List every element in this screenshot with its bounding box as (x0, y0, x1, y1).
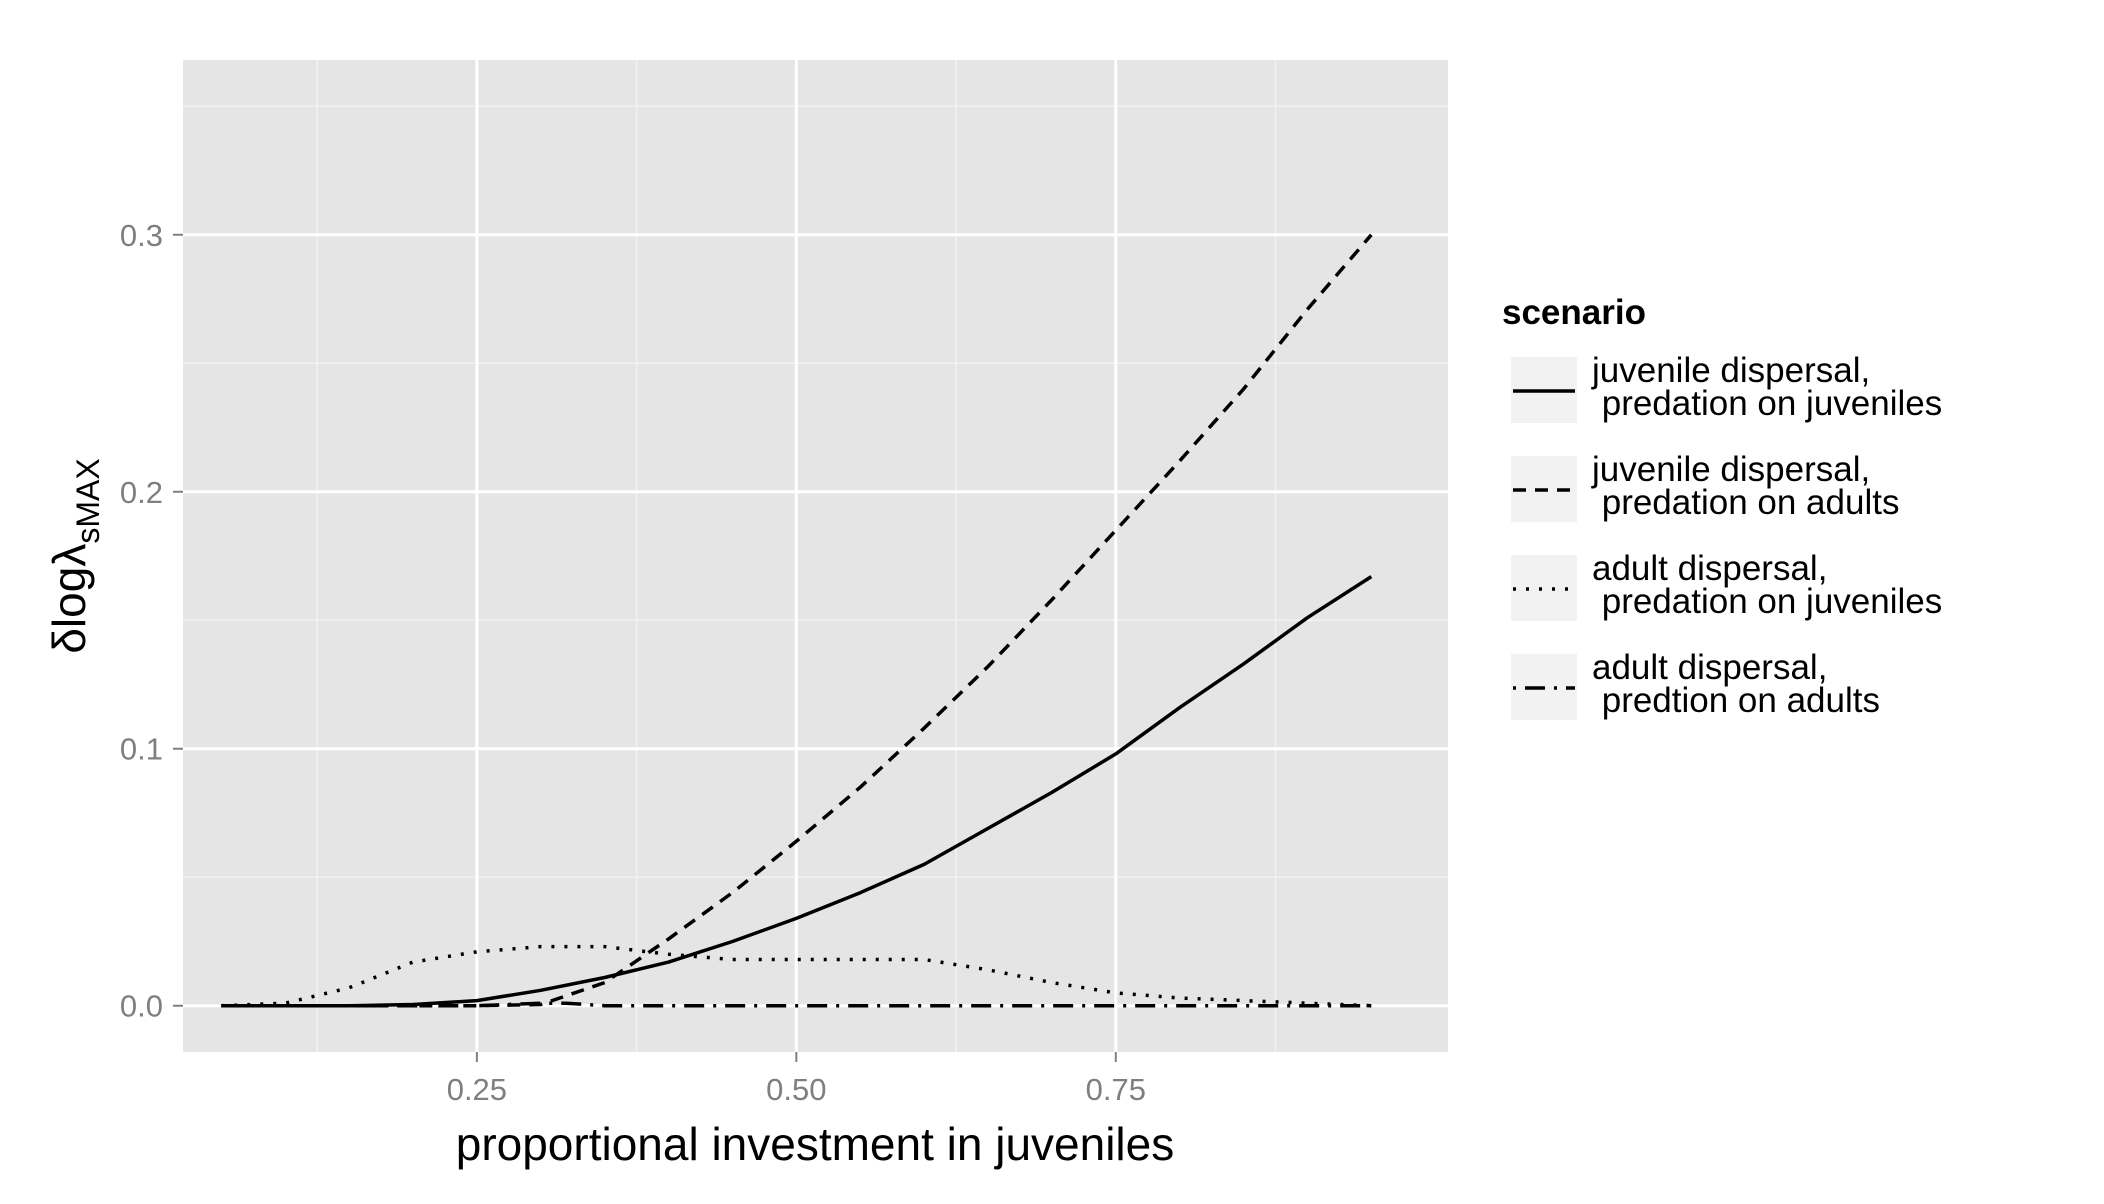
legend-label-line: adult dispersal, (1592, 648, 1827, 687)
y-axis: 0.0 0.1 0.2 0.3 (120, 218, 183, 1024)
legend-label: adult dispersal, predation on juveniles (1592, 549, 1942, 621)
legend-label-line: predation on adults (1592, 483, 1899, 522)
y-tick-label: 0.1 (120, 732, 163, 767)
x-tick-label: 0.75 (1086, 1072, 1146, 1107)
legend-label: juvenile dispersal, predation on adults (1591, 450, 1899, 522)
y-tick-label: 0.2 (120, 475, 163, 510)
legend: scenario juvenile dispersal, predation o… (1502, 293, 1942, 720)
legend-label-line: predation on juveniles (1592, 582, 1942, 621)
y-axis-title-main: δlogλ (43, 544, 95, 654)
legend-label-line: adult dispersal, (1592, 549, 1827, 588)
legend-label: juvenile dispersal, predation on juvenil… (1591, 351, 1942, 423)
x-tick-label: 0.50 (766, 1072, 826, 1107)
plot-panel (183, 60, 1448, 1052)
legend-label-line: predtion on adults (1592, 681, 1880, 720)
x-axis-title: proportional investment in juveniles (456, 1118, 1175, 1170)
legend-label-line: juvenile dispersal, (1591, 450, 1870, 489)
y-tick-label: 0.3 (120, 218, 163, 253)
series-lines (221, 233, 1373, 1008)
legend-label-line: predation on juveniles (1592, 384, 1942, 423)
x-axis: 0.25 0.50 0.75 (447, 1052, 1146, 1107)
legend-title: scenario (1502, 293, 1646, 332)
y-axis-title-subscript: sMAX (70, 458, 106, 543)
series-line-2 (221, 233, 1373, 1008)
legend-label-line: juvenile dispersal, (1591, 351, 1870, 390)
legend-item-1: juvenile dispersal, predation on juvenil… (1511, 351, 1942, 423)
minor-gridlines (183, 60, 1448, 1052)
legend-label: adult dispersal, predtion on adults (1592, 648, 1880, 720)
legend-item-3: adult dispersal, predation on juveniles (1511, 549, 1942, 621)
y-axis-title: δlogλsMAX (43, 458, 106, 653)
legend-item-4: adult dispersal, predtion on adults (1511, 648, 1880, 720)
x-tick-label: 0.25 (447, 1072, 507, 1107)
legend-item-2: juvenile dispersal, predation on adults (1511, 450, 1899, 522)
y-tick-label: 0.0 (120, 989, 163, 1024)
